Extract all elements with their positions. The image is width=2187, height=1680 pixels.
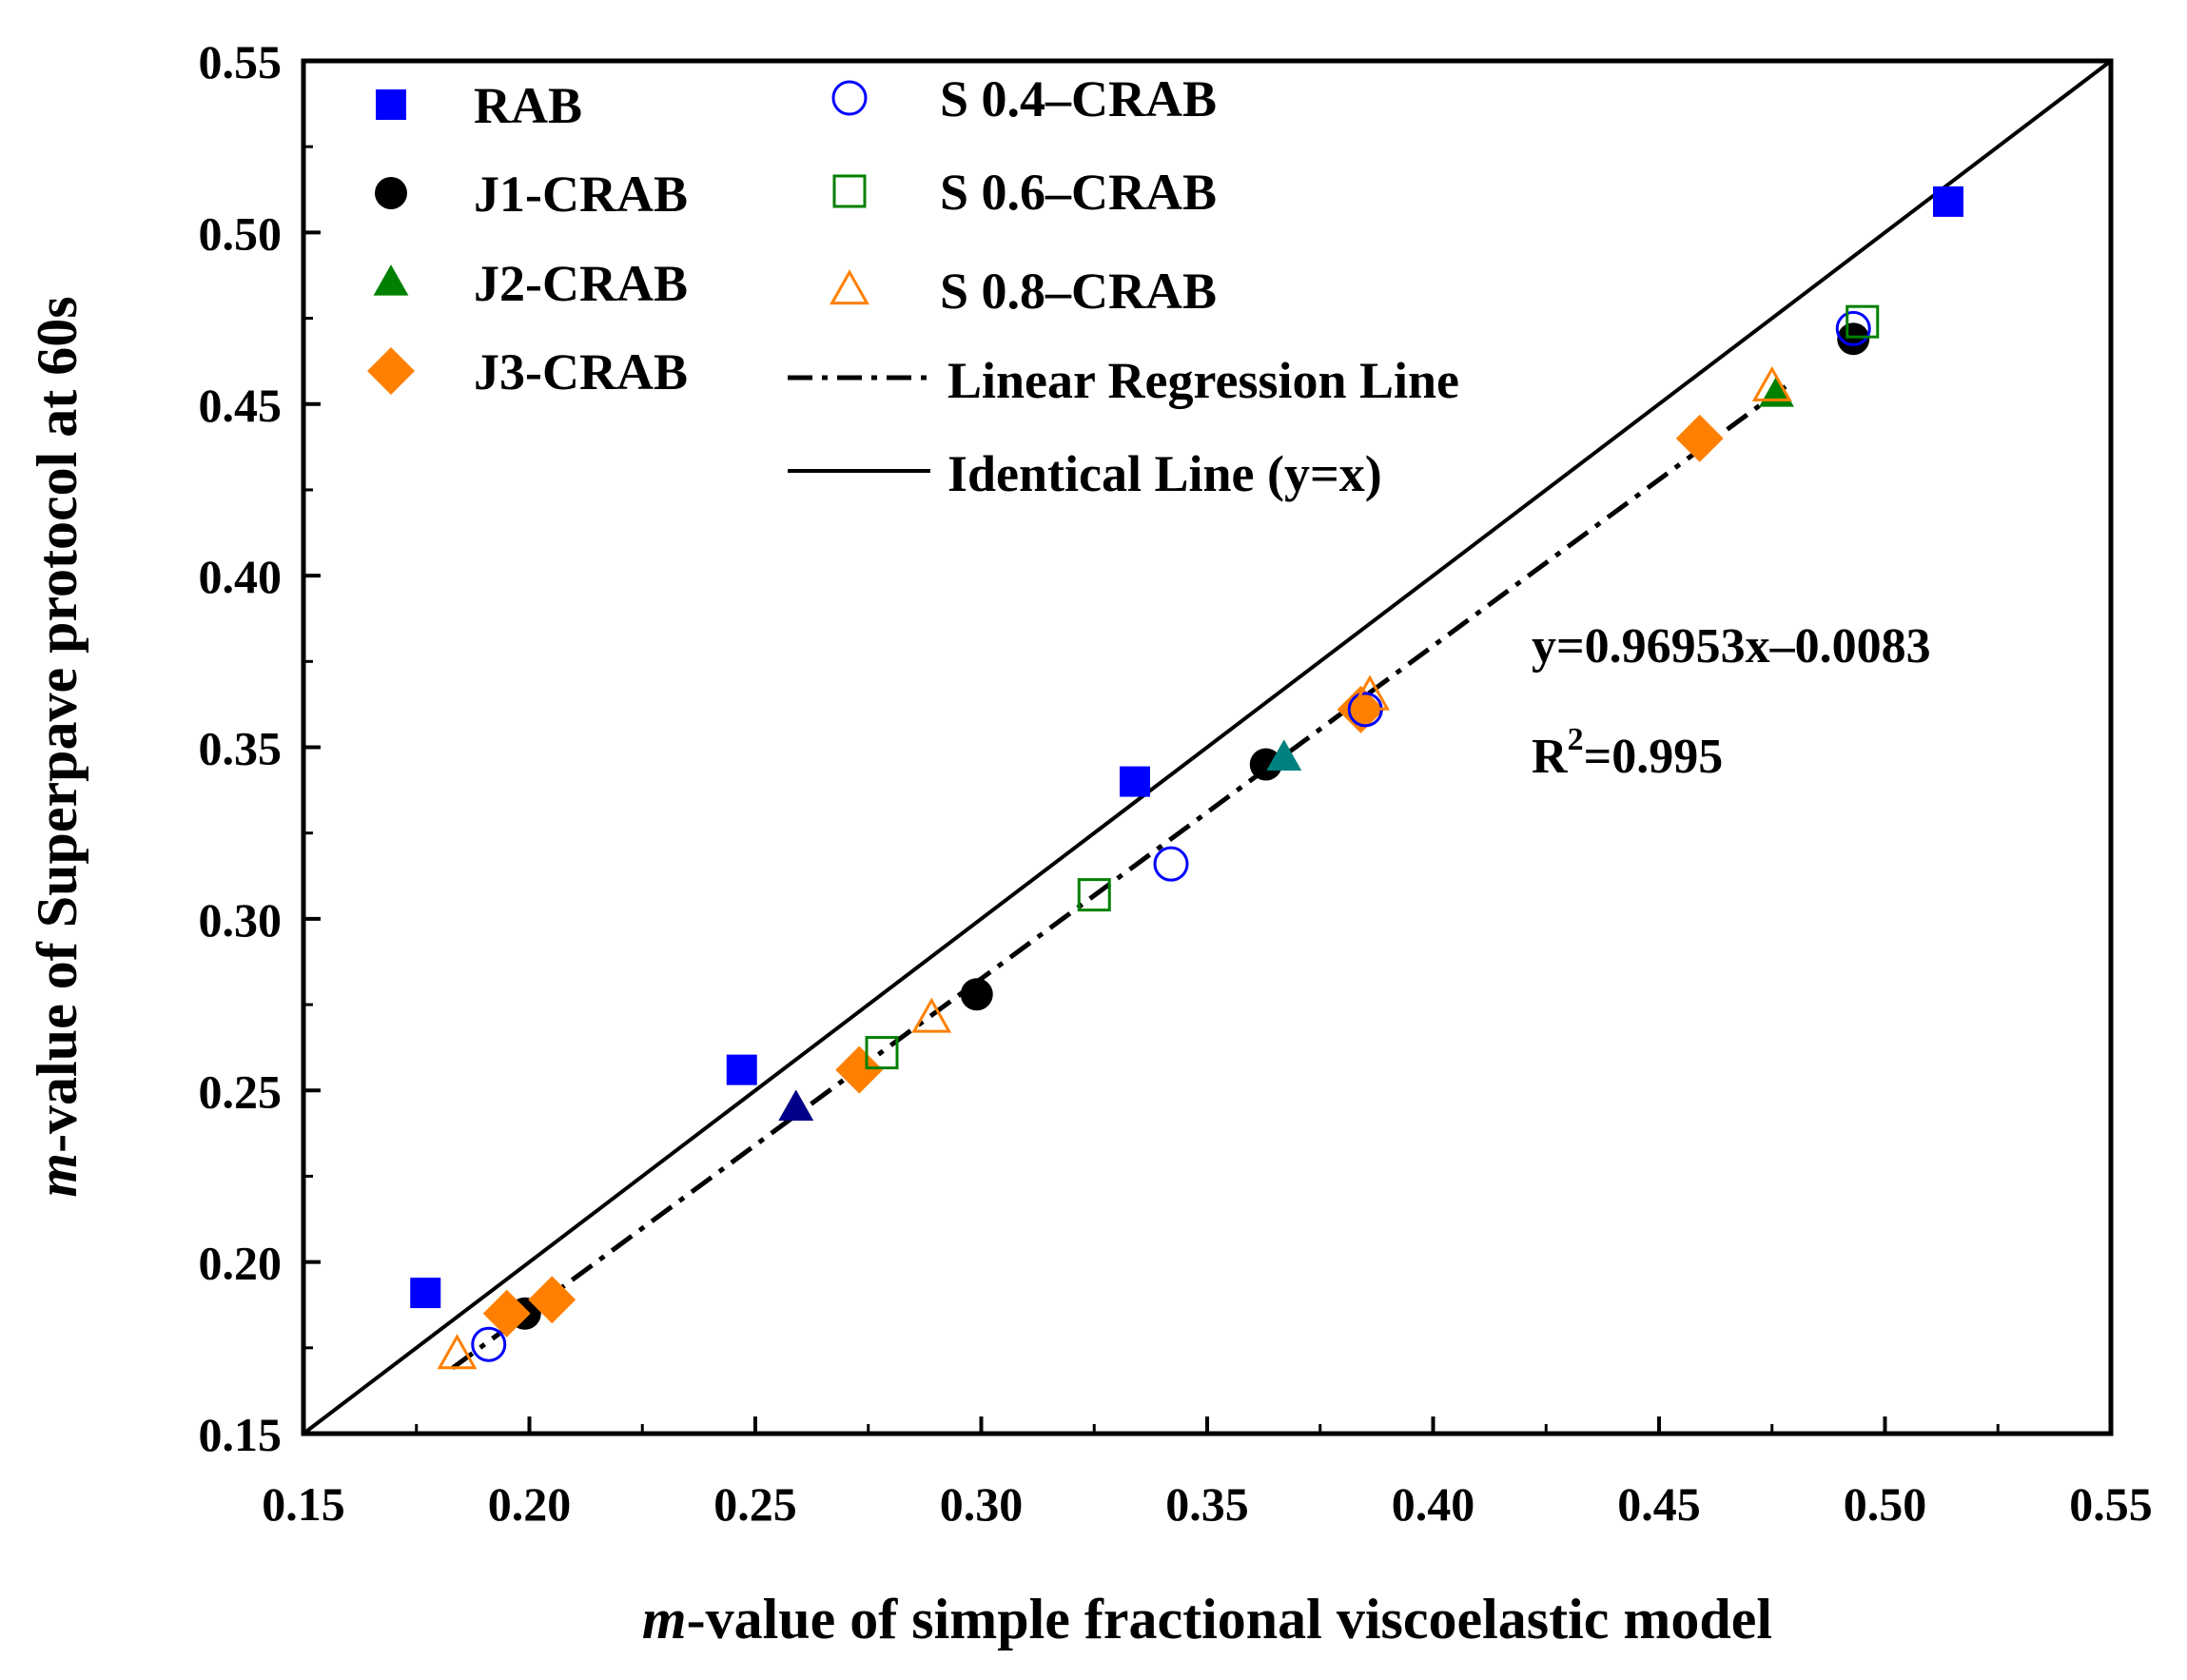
legend-marker-s-0-8-crab — [830, 269, 869, 305]
legend-label-j3-crab: J3-CRAB — [474, 343, 688, 400]
x-axis-title: m-value of simple fractional viscoelasti… — [642, 1588, 1772, 1651]
data-point-overlay — [1266, 739, 1302, 772]
x-tick-label: 0.30 — [940, 1477, 1024, 1531]
data-point-s-0-4-crab — [471, 1326, 507, 1362]
plot-lines — [302, 59, 2113, 1436]
x-tick-label: 0.55 — [2069, 1477, 2153, 1531]
data-point-rab — [1120, 766, 1150, 797]
x-tick-label: 0.45 — [1617, 1477, 1701, 1531]
regression-equation: y=0.96953x–0.0083 — [1532, 619, 1931, 674]
y-tick-label: 0.50 — [199, 206, 283, 260]
y-tick-label: 0.15 — [199, 1408, 283, 1461]
x-tick-label: 0.15 — [262, 1477, 345, 1531]
data-point-s-0-6-crab — [1077, 878, 1111, 912]
y-tick-label: 0.30 — [199, 893, 283, 947]
legend-marker-rab — [376, 89, 406, 120]
data-point-s-0-8-crab — [1350, 674, 1390, 711]
legend-label-s-0-6-crab: S 0.6–CRAB — [940, 164, 1217, 221]
legend-marker-s-0-4-crab — [831, 80, 868, 116]
legend-label-identity: Identical Line (y=x) — [947, 445, 1382, 502]
data-point-j3-crab — [528, 1276, 576, 1324]
data-point-j3-crab — [1675, 414, 1724, 462]
legend-label-regression: Linear Regression Line — [947, 352, 1459, 409]
y-tick-label: 0.55 — [199, 35, 283, 88]
legend: RAB J1-CRAB J2-CRAB J3-CRAB S 0.4–CRAB S 0.6–… — [367, 70, 1459, 502]
legend-marker-j3-crab — [367, 347, 415, 395]
data-point-s-0-8-crab — [911, 997, 952, 1033]
x-tick-label: 0.40 — [1392, 1477, 1475, 1531]
legend-label-s-0-4-crab: S 0.4–CRAB — [940, 70, 1217, 127]
data-point-j1-crab — [1249, 748, 1282, 781]
x-tick-label: 0.50 — [1844, 1477, 1927, 1531]
y-axis-title: m-value of Superpave protocol at 60s — [26, 296, 88, 1197]
x-tick-label: 0.35 — [1165, 1477, 1249, 1531]
data-point-rab — [1933, 186, 1963, 217]
data-point-rab — [726, 1054, 757, 1085]
axis-ticks: 0.15 0.20 0.25 0.30 0.35 0.40 0.45 0.50 0.55 0.15… — [199, 35, 2153, 1531]
y-tick-label: 0.40 — [199, 550, 283, 603]
data-point-s-0-8-crab — [437, 1334, 478, 1370]
legend-label-j1-crab: J1-CRAB — [474, 166, 688, 223]
data-point-overlay — [778, 1089, 814, 1121]
data-point-s-0-6-crab — [1845, 304, 1880, 339]
legend-marker-j1-crab — [375, 177, 407, 209]
r-squared-label: R2=0.995 — [1532, 722, 1723, 784]
legend-label-j2-crab: J2-CRAB — [474, 255, 688, 312]
y-tick-label: 0.25 — [199, 1065, 283, 1118]
legend-marker-j2-crab — [373, 264, 409, 296]
legend-marker-s-0-6-crab — [832, 174, 867, 208]
legend-label-rab: RAB — [474, 77, 582, 134]
data-point-j3-crab — [482, 1289, 531, 1338]
data-point-s-0-4-crab — [1835, 310, 1871, 346]
data-point-s-0-8-crab — [1751, 365, 1792, 401]
data-point-rab — [410, 1278, 441, 1309]
data-point-s-0-6-crab — [865, 1036, 899, 1070]
identity-line — [302, 59, 2113, 1436]
data-markers — [410, 186, 1963, 1370]
data-point-j1-crab — [1837, 322, 1870, 356]
x-tick-label: 0.20 — [488, 1477, 572, 1531]
legend-label-s-0-8-crab: S 0.8–CRAB — [940, 263, 1217, 320]
y-tick-label: 0.35 — [199, 722, 283, 775]
regression-line — [451, 384, 1787, 1371]
x-tick-label: 0.25 — [713, 1477, 797, 1531]
data-point-j1-crab — [960, 978, 993, 1011]
data-point-s-0-4-crab — [1153, 846, 1189, 882]
data-point-j3-crab — [835, 1045, 884, 1094]
y-tick-label: 0.20 — [199, 1237, 283, 1290]
y-tick-label: 0.45 — [199, 379, 283, 432]
